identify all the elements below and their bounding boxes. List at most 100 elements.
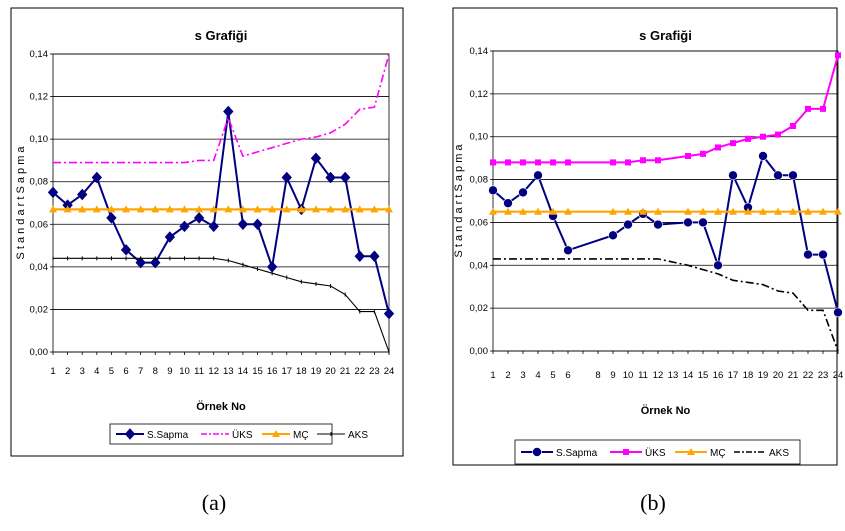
x-tick-label: 21 — [340, 366, 351, 377]
data-point — [237, 218, 249, 231]
y-tick-label: 0,14 — [30, 49, 49, 60]
legend-label: AKS — [348, 430, 368, 441]
x-tick-label: 4 — [535, 370, 540, 381]
x-tick-label: 17 — [728, 370, 739, 381]
x-tick-label: 24 — [384, 366, 395, 377]
data-point — [714, 207, 722, 215]
y-axis-label: S t a n d a r t S a p m a — [453, 144, 465, 258]
chart-frame — [10, 7, 404, 457]
x-tick-label: 22 — [354, 366, 365, 377]
y-tick-label: 0,02 — [470, 303, 489, 314]
data-point — [624, 207, 632, 215]
x-tick-label: 8 — [595, 370, 600, 381]
x-tick-label: 23 — [818, 370, 829, 381]
data-point — [833, 307, 843, 318]
data-point — [223, 105, 234, 118]
x-tick-label: 5 — [550, 370, 555, 381]
y-tick-label: 0,02 — [30, 304, 49, 315]
x-tick-label: 1 — [490, 370, 495, 381]
data-point — [713, 260, 723, 271]
y-tick-label: 0,14 — [470, 46, 489, 57]
data-point — [684, 207, 692, 215]
x-tick-label: 6 — [565, 370, 570, 381]
data-point — [685, 153, 691, 159]
x-tick-label: 9 — [610, 370, 615, 381]
data-point — [819, 207, 827, 215]
data-point — [535, 159, 541, 166]
x-tick-label: 18 — [743, 370, 754, 381]
data-point — [804, 207, 812, 215]
x-tick-label: 20 — [773, 370, 784, 381]
data-point — [281, 171, 292, 184]
x-tick-label: 12 — [653, 370, 664, 381]
caption-a: (a) — [201, 490, 227, 515]
data-point — [563, 245, 573, 256]
x-tick-label: 16 — [713, 370, 724, 381]
data-point — [489, 207, 497, 215]
x-tick-label: 8 — [153, 366, 158, 377]
chart-b-svg: s Grafiği 0,00 0,02 0,04 0,06 0,08 0,10 0,12 0,1… — [452, 7, 844, 466]
data-point — [150, 256, 161, 269]
x-tick-label: 2 — [505, 370, 510, 381]
data-point — [238, 205, 247, 213]
y-tick-label: 0,12 — [30, 92, 49, 103]
y-tick-label: 0,08 — [30, 177, 49, 188]
data-point — [640, 157, 646, 164]
data-point — [490, 159, 496, 166]
data-point — [136, 205, 145, 213]
legend-label: ÜKS — [645, 447, 666, 459]
x-tick-label: 24 — [833, 370, 844, 381]
series-line--ks — [53, 53, 390, 164]
data-point — [820, 105, 826, 112]
data-point — [834, 207, 842, 215]
data-point — [297, 205, 306, 213]
data-point — [370, 205, 379, 213]
data-point — [698, 217, 708, 228]
data-point — [773, 170, 783, 181]
data-point — [835, 52, 841, 59]
data-point — [818, 249, 828, 260]
legend-marker — [687, 448, 695, 455]
chart-frame — [452, 7, 838, 466]
data-point — [282, 205, 291, 213]
data-point — [179, 220, 190, 233]
y-tick-label: 0,10 — [30, 134, 49, 145]
chart-a-svg: s Grafiği 0,00 0,02 0,04 0,06 0,08 0,10 0,12 0,1… — [10, 7, 404, 457]
data-point — [788, 170, 798, 181]
x-tick-label: 19 — [758, 370, 769, 381]
data-point — [534, 207, 542, 215]
legend-marker — [532, 447, 542, 457]
x-tick-label: 15 — [252, 366, 263, 377]
y-tick-label: 0,00 — [30, 347, 49, 358]
y-tick-label: 0,06 — [470, 217, 489, 228]
data-point — [565, 159, 571, 166]
x-tick-label: 3 — [80, 366, 85, 377]
data-point — [803, 249, 813, 260]
data-point — [91, 171, 102, 184]
x-tick-label: 3 — [520, 370, 525, 381]
data-point — [385, 205, 393, 213]
data-point — [253, 205, 262, 213]
data-point — [550, 159, 556, 166]
x-tick-label: 10 — [623, 370, 634, 381]
data-point — [699, 207, 707, 215]
y-axis-label: S t a n d a r t S a p m a — [15, 146, 27, 260]
x-tick-label: 12 — [208, 366, 219, 377]
legend-label: AKS — [769, 448, 789, 459]
data-point — [728, 170, 738, 181]
chart-panel-b: s Grafiği 0,00 0,02 0,04 0,06 0,08 0,10 0,12 0,1… — [440, 0, 845, 531]
data-point — [77, 188, 88, 201]
data-point — [654, 207, 662, 215]
plot-area — [52, 53, 390, 353]
x-tick-label: 20 — [325, 366, 336, 377]
data-point — [355, 205, 364, 213]
legend-marker — [623, 449, 629, 455]
data-point — [790, 123, 796, 129]
data-point — [730, 140, 736, 147]
data-point — [518, 187, 528, 198]
data-point — [520, 159, 526, 166]
data-point — [310, 152, 322, 165]
x-tick-label: 7 — [138, 366, 143, 377]
data-point — [107, 205, 116, 213]
data-point — [503, 198, 513, 208]
